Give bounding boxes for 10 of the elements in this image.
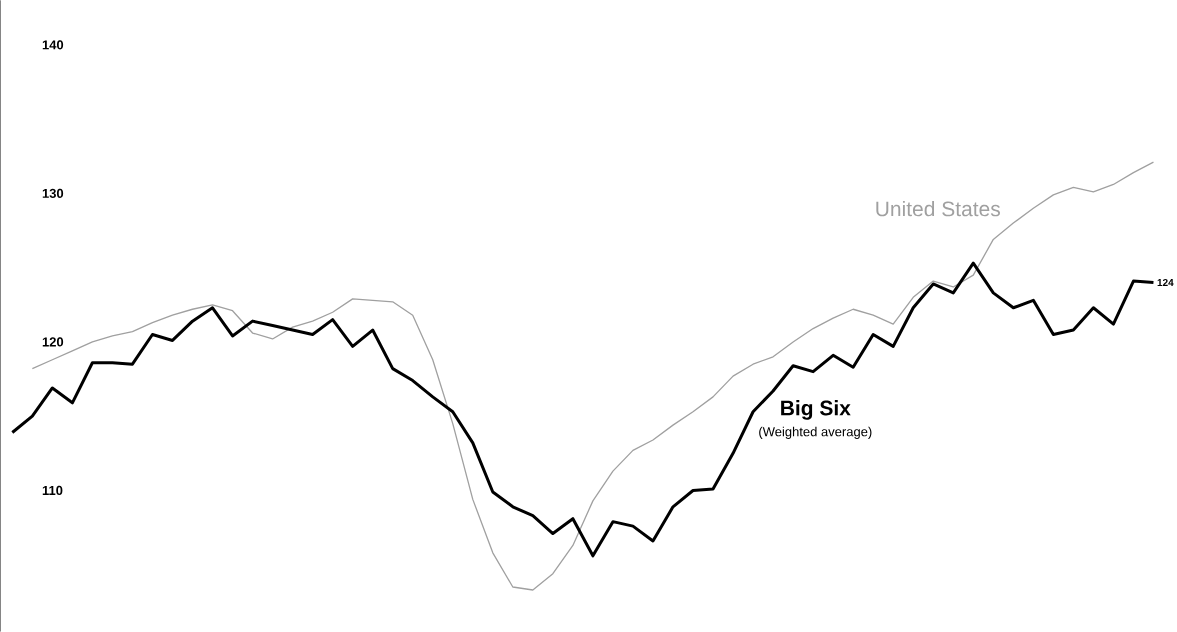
y-tick-label: 110 [42,485,63,496]
y-tick-label: 140 [42,40,64,50]
line-series [31,161,1155,591]
line-series [10,261,1155,558]
series-label: United States [876,200,1000,217]
y-tick-label: 130 [42,188,64,199]
annotation: (Weighted average) [759,426,872,439]
y-tick-label: 120 [42,337,64,347]
data-label: 124 [1157,279,1174,287]
series-label: Big Six [781,400,851,420]
